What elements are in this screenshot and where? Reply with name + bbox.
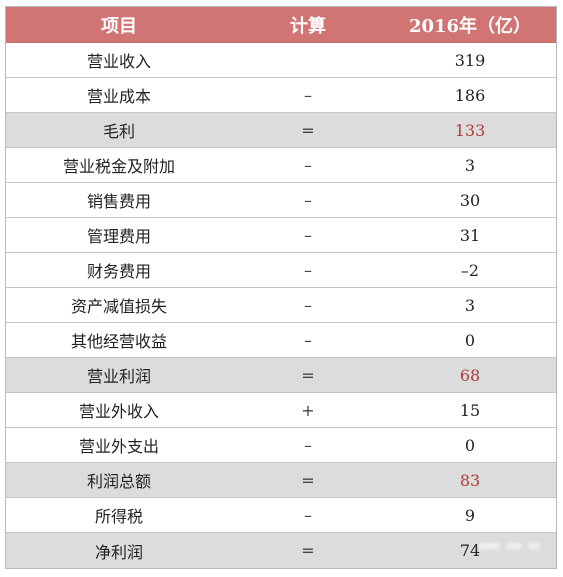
row-value: 0: [464, 330, 476, 350]
table-row: 营业外收入 +15: [6, 393, 556, 428]
row-item: 营业收入: [86, 52, 151, 71]
row-value: 15: [459, 400, 481, 420]
table-row: 营业利润 = 68: [6, 358, 556, 393]
row-value: –2: [460, 260, 480, 280]
row-item: 营业税金及附加: [62, 157, 175, 176]
row-item: 资产减值损失: [70, 297, 167, 316]
income-statement-table: 项目 计算 2016年（亿） 营业收入 319 营业成本 –186 毛利 = 133 营业税金…: [5, 6, 557, 569]
row-item: 其他经营收益: [70, 332, 167, 351]
row-calc: –: [304, 260, 312, 280]
blurred-watermark: [478, 539, 548, 553]
row-value: 83: [459, 470, 481, 490]
row-item: 营业利润: [86, 367, 151, 386]
row-item: 营业外支出: [78, 437, 159, 456]
header-calc: 计算: [290, 15, 326, 37]
row-calc: =: [301, 120, 315, 140]
row-item: 净利润: [94, 542, 143, 562]
table-row: 财务费用 – –2: [6, 253, 556, 288]
row-value: 319: [454, 50, 486, 70]
row-value: 133: [454, 120, 486, 140]
row-value: 3: [464, 155, 476, 175]
row-item: 财务费用: [86, 262, 151, 281]
row-value: 68: [459, 365, 481, 385]
table-row: 所得税 – 9: [6, 498, 556, 533]
table-row: 净利润 = 74: [6, 533, 556, 568]
row-value: 74: [459, 541, 481, 560]
row-calc: –: [304, 155, 312, 175]
table-row: 营业成本 – 186: [6, 78, 556, 113]
row-item: 所得税: [94, 507, 143, 526]
row-value: 9: [464, 505, 476, 525]
row-calc: –: [304, 435, 312, 455]
table-row: 销售费用 – 30: [6, 183, 556, 218]
row-item: 毛利: [102, 122, 135, 141]
table-row: 营业外支出 – 0: [6, 428, 556, 463]
row-calc: +: [301, 400, 315, 420]
row-value: 0: [464, 435, 476, 455]
row-value: 31: [459, 225, 481, 245]
header-value: 2016年（亿）: [408, 15, 532, 37]
table-row: 管理费用 – 31: [6, 218, 556, 253]
row-calc: –: [304, 505, 312, 525]
row-calc: –: [304, 85, 312, 105]
row-item: 管理费用: [86, 227, 151, 246]
row-calc: –: [304, 330, 312, 350]
table-row: 利润总额 = 83: [6, 463, 556, 498]
row-value: 186: [454, 85, 486, 105]
table-header: 项目 计算 2016年（亿）: [6, 7, 556, 43]
row-item: 利润总额: [86, 472, 151, 491]
row-calc: =: [301, 470, 315, 490]
row-calc: –: [304, 190, 312, 210]
row-calc: –: [304, 295, 312, 315]
row-calc: –: [304, 225, 312, 245]
row-item: 销售费用: [86, 192, 151, 211]
row-value: 30: [459, 190, 481, 210]
table-row: 营业税金及附加 – 3: [6, 148, 556, 183]
table-row: 毛利 = 133: [6, 113, 556, 148]
row-calc: =: [301, 365, 315, 385]
header-item: 项目: [101, 15, 137, 37]
table-row: 其他经营收益 – 0: [6, 323, 556, 358]
row-item: 营业外收入: [78, 402, 159, 421]
row-value: 3: [464, 295, 476, 315]
row-calc: =: [301, 541, 315, 560]
table-row: 营业收入 319: [6, 43, 556, 78]
row-item: 营业成本: [86, 87, 151, 106]
table-row: 资产减值损失 – 3: [6, 288, 556, 323]
